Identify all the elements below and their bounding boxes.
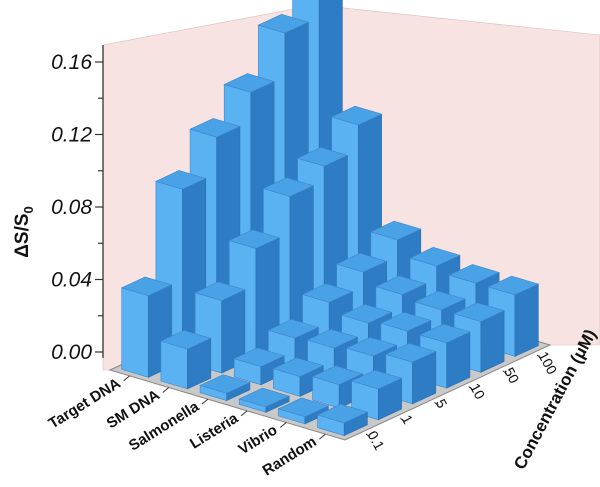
bar-top-face (419, 323, 471, 344)
concentration-label: 0.1 (364, 428, 387, 453)
category-tick (240, 410, 248, 417)
bar-top-face (380, 312, 432, 332)
bar-top-face (345, 336, 398, 357)
bar (277, 397, 330, 425)
bar-front-face (160, 340, 188, 390)
bar-top-face (199, 374, 251, 394)
bar (233, 347, 285, 386)
category-tick (279, 422, 287, 428)
y-axis-label: ΔS/S0 (12, 206, 36, 258)
bar (160, 330, 212, 390)
bar-top-face (272, 357, 325, 377)
bar-top-face (301, 283, 354, 303)
bar-top-face (316, 403, 369, 424)
bar-top-face (330, 105, 383, 126)
bar (238, 387, 290, 413)
bar-top-face (262, 177, 315, 197)
bar-side-face (514, 283, 539, 357)
bar-top-face (340, 304, 393, 324)
bar-top-face (194, 281, 246, 301)
bar (316, 403, 369, 437)
y-tick-label: 0.12 (51, 124, 92, 147)
category-tick (162, 387, 170, 393)
bar-top-face (277, 397, 330, 418)
concentration-tick (399, 417, 405, 422)
bar-top-face (311, 365, 364, 385)
category-tick (201, 398, 209, 405)
bar-top-face (233, 347, 285, 367)
bar-top-face (238, 387, 290, 408)
bar-top-face (448, 264, 500, 284)
bar-top-face (409, 246, 461, 267)
bar-top-face (487, 275, 540, 296)
bar-top-face (296, 147, 349, 167)
concentration-label: 10 (467, 380, 489, 401)
concentration-label: 100 (535, 349, 560, 377)
bar-top-face (120, 276, 173, 297)
y-tick-label: 0.08 (51, 196, 92, 219)
category-label: Vibrio (236, 421, 281, 458)
bar-top-face (375, 275, 427, 295)
y-tick-label: 0.00 (51, 341, 92, 364)
bar-top-face (228, 229, 280, 249)
bar-top-face (267, 319, 320, 339)
bar-top-face (335, 252, 388, 273)
bar (199, 374, 251, 402)
bar-top-face (155, 170, 207, 190)
bar (272, 357, 325, 397)
bar-top-face (414, 290, 466, 311)
bar-top-face (160, 330, 212, 350)
concentration-tick (468, 386, 473, 390)
bar-top-face (306, 328, 359, 349)
y-tick-label: 0.16 (51, 51, 92, 74)
category-tick (123, 375, 130, 382)
bar-top-face (370, 220, 422, 241)
concentration-tick (434, 402, 439, 406)
concentration-label: 50 (501, 365, 523, 386)
category-tick (319, 433, 326, 440)
bar-top-face (350, 369, 403, 390)
bar-top-face (223, 73, 275, 93)
concentration-tick (502, 370, 508, 375)
bar-top-face (257, 13, 310, 34)
y-axis-label-subscript: 0 (21, 206, 36, 213)
concentration-tick (536, 354, 542, 359)
bar-top-face (189, 118, 241, 138)
bar-top-face (385, 343, 437, 363)
concentration-tick (365, 433, 371, 438)
bar-front-face (121, 287, 149, 378)
y-tick-label: 0.04 (51, 269, 92, 292)
bar-top-face (453, 302, 505, 322)
